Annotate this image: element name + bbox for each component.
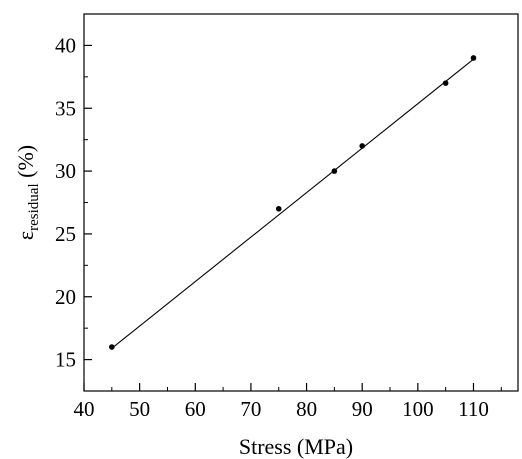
axis-ticks <box>83 13 502 392</box>
y-axis-title-symbol: ε <box>13 231 38 240</box>
y-tick-label: 20 <box>55 285 76 309</box>
data-point <box>359 143 366 149</box>
tick-labels: 40 50 60 70 80 90 100 110 15 20 25 30 35 40 <box>55 33 489 421</box>
x-tick-label: 40 <box>74 397 95 421</box>
x-tick-label: 80 <box>296 397 317 421</box>
y-tick-label: 25 <box>55 222 76 246</box>
data-point <box>470 55 477 61</box>
data-point <box>442 80 449 86</box>
x-axis-title: Stress (MPa) <box>239 434 353 459</box>
x-tick-label: 90 <box>352 397 373 421</box>
data-point <box>275 205 282 212</box>
y-tick-label: 15 <box>55 348 76 372</box>
x-tick-label: 110 <box>458 397 489 421</box>
y-tick-label: 30 <box>55 159 76 183</box>
x-tick-label: 100 <box>402 397 434 421</box>
x-tick-label: 60 <box>185 397 206 421</box>
data-points <box>109 55 477 350</box>
y-axis-title-unit: (%) <box>13 145 38 183</box>
y-axis-title: εresidual (%) <box>13 145 42 240</box>
x-tick-label: 50 <box>129 397 150 421</box>
x-tick-label: 70 <box>240 397 261 421</box>
plot-frame <box>83 13 519 392</box>
data-point <box>331 168 338 174</box>
y-tick-label: 35 <box>55 96 76 120</box>
linear-fit-line <box>111 58 474 349</box>
data-point <box>109 344 115 350</box>
fit-line-layer <box>111 58 474 349</box>
y-tick-label: 40 <box>55 33 76 57</box>
y-axis-title-subscript: residual <box>26 183 42 230</box>
